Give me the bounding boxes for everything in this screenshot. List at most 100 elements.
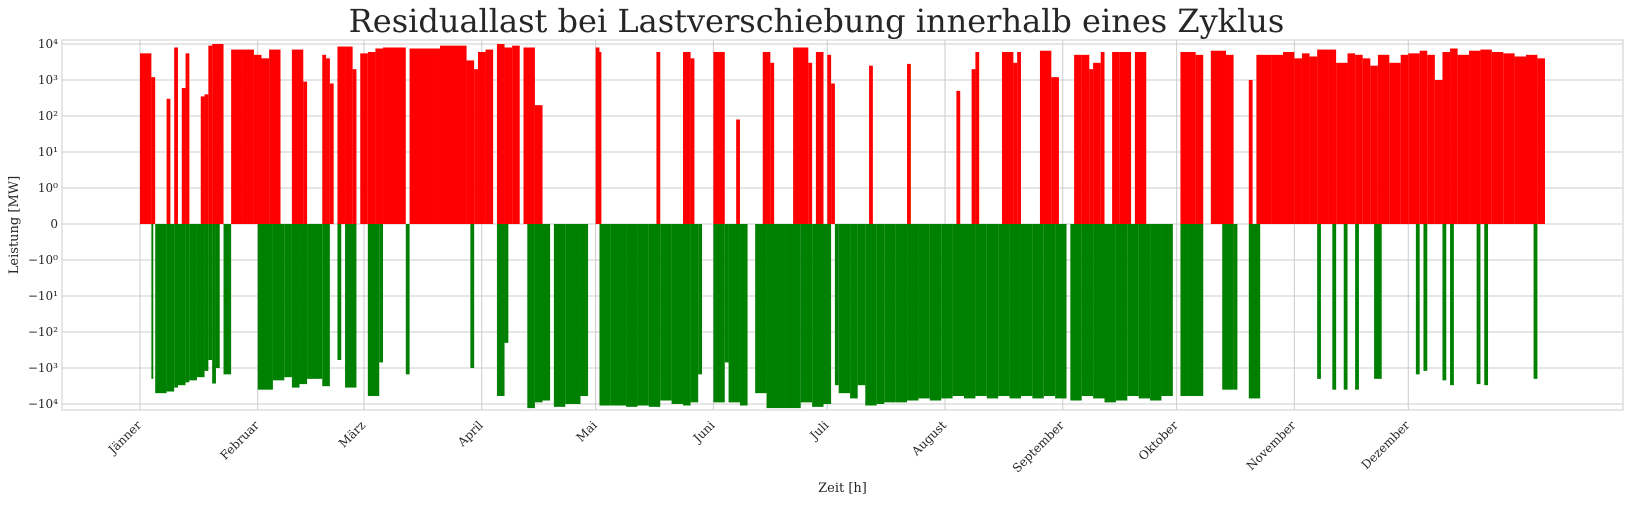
residual-bar bbox=[713, 51, 725, 224]
residual-bar bbox=[884, 224, 896, 403]
residual-bar bbox=[964, 224, 976, 399]
residual-bar bbox=[196, 224, 205, 378]
residual-bar bbox=[261, 58, 270, 224]
y-tick-label: 10⁰ bbox=[38, 181, 58, 195]
residual-bar bbox=[610, 224, 627, 406]
residual-bar bbox=[299, 224, 308, 385]
y-tick-label: −10⁴ bbox=[28, 397, 58, 411]
residual-bar bbox=[660, 224, 672, 401]
residual-bar bbox=[181, 87, 186, 225]
residual-bar bbox=[1328, 49, 1337, 224]
residual-bar bbox=[850, 224, 858, 399]
residual-bar bbox=[477, 51, 486, 224]
residual-bar bbox=[208, 224, 213, 361]
residual-bar bbox=[1355, 54, 1363, 225]
residual-bar bbox=[736, 119, 740, 224]
residual-bar bbox=[766, 224, 786, 409]
residual-bar bbox=[504, 224, 509, 343]
residual-bar bbox=[815, 51, 824, 224]
residual-bar bbox=[683, 51, 691, 224]
residual-bar bbox=[215, 224, 220, 368]
residual-bar bbox=[1081, 54, 1090, 225]
residual-bar bbox=[1222, 224, 1234, 390]
y-tick-label: −10² bbox=[28, 325, 58, 339]
y-tick-label: −10⁰ bbox=[28, 253, 58, 267]
residual-bar bbox=[834, 224, 839, 386]
residual-bar bbox=[1317, 224, 1321, 379]
residual-bar bbox=[823, 224, 832, 404]
residual-bar bbox=[174, 47, 178, 224]
residual-bar bbox=[952, 224, 964, 397]
residual-bar bbox=[785, 224, 801, 409]
residual-bar bbox=[337, 46, 346, 224]
residual-bar bbox=[1423, 224, 1428, 371]
residual-bar bbox=[379, 224, 384, 363]
residual-bar bbox=[1317, 49, 1329, 224]
residual-bar bbox=[1442, 224, 1447, 381]
residual-bar bbox=[1355, 224, 1359, 390]
residual-bar bbox=[200, 96, 205, 224]
residual-bar bbox=[1188, 224, 1204, 397]
residual-bar bbox=[1450, 224, 1454, 386]
residual-bar bbox=[1336, 62, 1348, 224]
residual-bar bbox=[941, 224, 953, 399]
residual-bar bbox=[1282, 51, 1295, 224]
residual-bar bbox=[291, 49, 304, 224]
residual-bar bbox=[1503, 53, 1515, 224]
residual-bar bbox=[409, 48, 440, 224]
residual-bar bbox=[155, 224, 167, 394]
residual-bar bbox=[739, 224, 748, 406]
x-tick-label: Dezember bbox=[1359, 418, 1413, 472]
residual-bar bbox=[690, 58, 695, 224]
residual-bar bbox=[174, 224, 178, 388]
residual-bar bbox=[971, 69, 976, 224]
residual-bar bbox=[337, 224, 342, 361]
residual-bar bbox=[1127, 224, 1139, 397]
residual-bar bbox=[375, 48, 384, 224]
residual-bar bbox=[690, 224, 699, 403]
residual-bar bbox=[496, 224, 505, 397]
x-tick-label: Oktober bbox=[1136, 418, 1181, 463]
residual-bar bbox=[1081, 224, 1094, 397]
residual-bar bbox=[1039, 50, 1052, 224]
residual-bar bbox=[1389, 62, 1401, 224]
residual-bar bbox=[865, 224, 877, 406]
residual-bar bbox=[580, 224, 589, 397]
residual-bar bbox=[177, 224, 186, 386]
residual-bar bbox=[140, 53, 152, 224]
residual-bar bbox=[1469, 50, 1481, 224]
residual-bar bbox=[151, 77, 156, 225]
residual-bar bbox=[166, 98, 171, 224]
residual-bar bbox=[595, 47, 600, 224]
residual-bar bbox=[1343, 224, 1348, 390]
residual-bar bbox=[1533, 224, 1538, 379]
residual-bar bbox=[929, 224, 942, 401]
residual-bar bbox=[683, 224, 691, 406]
x-tick-label: September bbox=[1010, 418, 1067, 475]
residual-bar bbox=[253, 54, 262, 225]
residual-bar bbox=[307, 224, 323, 379]
residual-bar bbox=[212, 224, 216, 384]
residual-bar bbox=[755, 224, 767, 394]
residual-bar bbox=[1526, 54, 1538, 225]
residual-bar bbox=[1374, 224, 1382, 379]
residual-bar bbox=[831, 83, 835, 225]
x-tick-label: Jänner bbox=[104, 418, 144, 458]
residual-bar bbox=[1248, 80, 1253, 224]
residual-bar bbox=[352, 69, 357, 224]
residual-bar bbox=[1442, 51, 1451, 224]
residual-bar bbox=[231, 49, 243, 224]
residual-bar bbox=[185, 53, 190, 224]
y-tick-label: 10¹ bbox=[38, 145, 58, 159]
residual-bar bbox=[975, 224, 987, 397]
residual-bar bbox=[1476, 224, 1481, 385]
residual-bar bbox=[553, 224, 566, 407]
residual-bar bbox=[303, 81, 308, 225]
residual-bar bbox=[724, 224, 729, 363]
residual-bar bbox=[1427, 54, 1435, 225]
residual-bar bbox=[1180, 224, 1189, 397]
residual-bar bbox=[1419, 50, 1428, 224]
residual-bar bbox=[1138, 224, 1151, 399]
residual-bar bbox=[907, 63, 911, 225]
